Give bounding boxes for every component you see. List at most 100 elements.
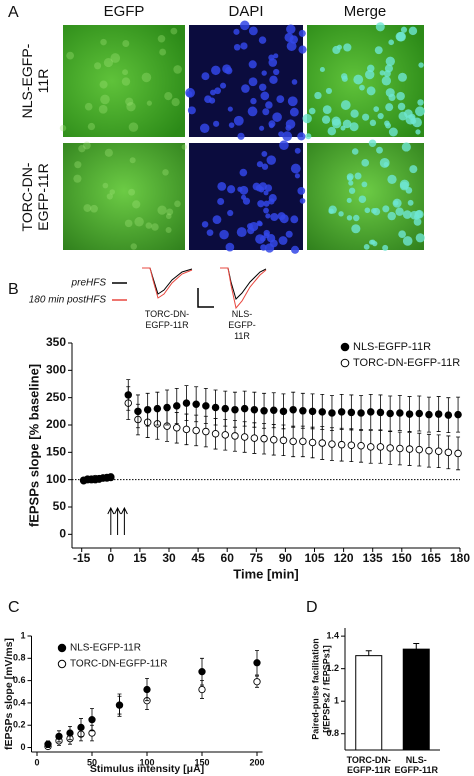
cell xyxy=(214,87,222,95)
data-point xyxy=(405,445,414,453)
error-bar xyxy=(413,642,420,650)
cell xyxy=(409,165,418,174)
cell xyxy=(164,92,173,101)
cell xyxy=(129,157,136,164)
cell xyxy=(260,244,267,251)
cell xyxy=(354,172,362,180)
x-tick-label: 150 xyxy=(194,757,209,767)
panel-letter: C xyxy=(8,599,20,616)
cell xyxy=(90,204,98,213)
cell xyxy=(361,159,370,167)
cell xyxy=(210,89,216,96)
trace xyxy=(220,267,267,310)
data-point xyxy=(347,441,356,449)
y-tick-label: 0.8 xyxy=(326,728,339,738)
legend-label: TORC-DN-EGFP-11R xyxy=(353,357,460,369)
cell xyxy=(261,163,269,170)
cell xyxy=(59,124,67,132)
cell xyxy=(383,161,389,168)
data-point xyxy=(367,408,375,416)
data-point xyxy=(367,443,375,451)
x-tick-label: NLS-EGFP-11R xyxy=(394,755,438,775)
data-point xyxy=(163,403,171,412)
cell xyxy=(217,181,227,191)
cell xyxy=(146,100,152,106)
cell xyxy=(395,207,404,216)
cell xyxy=(208,97,216,104)
cell xyxy=(94,62,102,70)
cell xyxy=(279,214,289,224)
cell xyxy=(106,193,113,200)
cell xyxy=(385,103,394,112)
cell xyxy=(400,26,408,33)
data-point xyxy=(260,407,268,415)
cell xyxy=(351,148,359,155)
cell xyxy=(289,35,298,44)
cell xyxy=(173,65,182,74)
panel-letter: A xyxy=(8,4,19,21)
cell xyxy=(217,197,225,206)
legend-label: NLS-EGFP-11R xyxy=(353,341,431,353)
cell xyxy=(125,97,134,106)
x-tick-label: 165 xyxy=(421,551,441,565)
cell xyxy=(319,66,325,73)
data-point xyxy=(405,410,414,418)
cell xyxy=(225,242,235,252)
cell xyxy=(187,106,196,115)
data-point xyxy=(173,423,181,432)
cell xyxy=(398,230,406,239)
data-point xyxy=(124,391,133,399)
cell xyxy=(206,229,214,236)
data-point xyxy=(153,404,162,413)
cell xyxy=(285,230,293,238)
x-tick-label: 0 xyxy=(107,551,114,565)
legend-marker xyxy=(340,358,350,368)
data-point xyxy=(415,409,424,418)
hfs-arrow xyxy=(107,506,115,535)
cell xyxy=(239,168,248,177)
cell xyxy=(145,222,153,229)
cell xyxy=(104,148,113,157)
cell xyxy=(287,96,298,107)
x-tick-label: 200 xyxy=(249,757,264,767)
cell xyxy=(130,243,137,250)
cell xyxy=(170,27,178,35)
cell xyxy=(259,83,267,91)
cell xyxy=(132,200,141,209)
cell xyxy=(109,189,115,195)
cell xyxy=(241,84,250,93)
cell xyxy=(392,198,402,208)
cell xyxy=(265,101,273,109)
data-point xyxy=(107,473,115,481)
cell xyxy=(258,36,267,44)
cell xyxy=(402,210,412,219)
data-point xyxy=(221,404,230,413)
cell xyxy=(413,217,422,226)
cell xyxy=(365,69,375,80)
cell xyxy=(351,224,361,234)
y-tick-label: 150 xyxy=(46,445,66,459)
cell xyxy=(397,102,406,111)
cell xyxy=(268,123,275,129)
data-point xyxy=(444,448,453,457)
cell xyxy=(233,115,244,126)
cell xyxy=(268,54,275,61)
cell xyxy=(369,119,377,127)
panel-letter: B xyxy=(8,281,19,298)
cell xyxy=(291,245,300,254)
y-tick-label: 1.4 xyxy=(326,631,339,641)
cell xyxy=(233,43,241,51)
data-point xyxy=(357,442,365,450)
cell xyxy=(343,43,352,52)
cell xyxy=(213,120,220,127)
y-tick-label: 200 xyxy=(46,417,66,431)
cell xyxy=(259,125,265,131)
y-axis-label: Paired-pulse facilitation xyxy=(310,638,320,740)
cell xyxy=(294,147,301,154)
data-point xyxy=(299,437,307,446)
cell xyxy=(362,113,370,121)
cell xyxy=(325,87,333,95)
inset-group-label: TORC-DN-EGFP-11R xyxy=(144,309,190,330)
x-tick-label: 105 xyxy=(304,551,324,565)
data-point xyxy=(337,440,346,449)
